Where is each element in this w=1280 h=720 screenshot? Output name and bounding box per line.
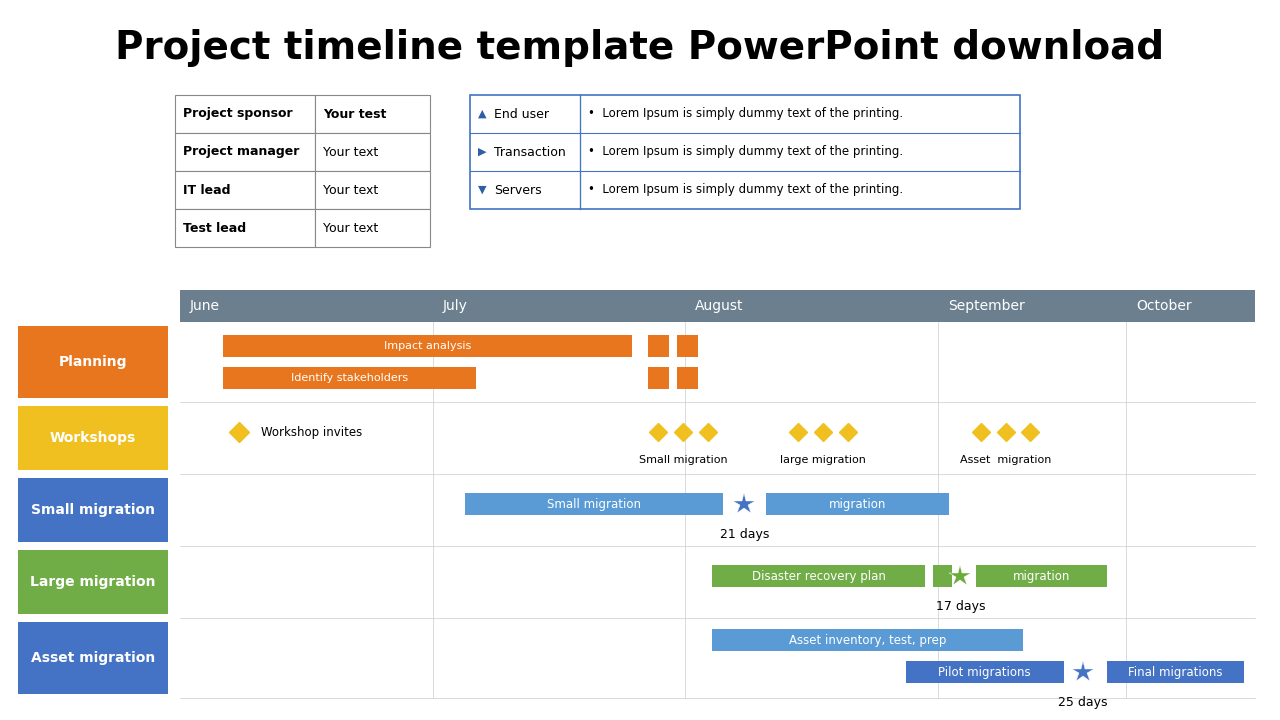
Bar [315, 209, 430, 247]
Text: Final migrations: Final migrations [1128, 666, 1222, 679]
Bar [315, 95, 430, 133]
Bar [648, 335, 669, 357]
Text: Your text: Your text [323, 184, 379, 197]
Bar [1107, 662, 1244, 683]
Bar [18, 326, 168, 398]
Bar [677, 335, 698, 357]
Text: Identify stakeholders: Identify stakeholders [291, 373, 408, 383]
Text: •  Lorem Ipsum is simply dummy text of the printing.: • Lorem Ipsum is simply dummy text of th… [588, 145, 904, 158]
Bar [765, 493, 948, 516]
Text: Asset migration: Asset migration [31, 651, 155, 665]
Text: Your text: Your text [323, 145, 379, 158]
Text: •  Lorem Ipsum is simply dummy text of the printing.: • Lorem Ipsum is simply dummy text of th… [588, 107, 904, 120]
Bar [223, 367, 476, 389]
Bar [175, 171, 315, 209]
Text: large migration: large migration [780, 455, 865, 465]
Text: Pilot migrations: Pilot migrations [938, 666, 1030, 679]
Text: End user: End user [494, 107, 549, 120]
Text: Transaction: Transaction [494, 145, 566, 158]
Text: Large migration: Large migration [31, 575, 156, 589]
Text: Workshop invites: Workshop invites [261, 426, 362, 438]
Bar [223, 335, 631, 357]
Text: Asset  migration: Asset migration [960, 455, 1051, 465]
Text: August: August [695, 299, 744, 313]
Text: Servers: Servers [494, 184, 541, 197]
Bar [712, 565, 925, 588]
Bar [175, 209, 315, 247]
Bar [315, 133, 430, 171]
Bar [677, 367, 698, 389]
Text: Workshops: Workshops [50, 431, 136, 445]
Bar [470, 95, 1020, 209]
Text: ▲: ▲ [477, 109, 486, 119]
Bar [465, 493, 723, 516]
Text: Project sponsor: Project sponsor [183, 107, 293, 120]
Bar [18, 622, 168, 694]
Text: 21 days: 21 days [719, 528, 769, 541]
Text: Small migration: Small migration [547, 498, 641, 510]
Text: Impact analysis: Impact analysis [384, 341, 471, 351]
Text: Project manager: Project manager [183, 145, 300, 158]
Text: ▶: ▶ [477, 147, 486, 157]
Text: migration: migration [828, 498, 886, 510]
Bar [712, 629, 1023, 652]
Bar [933, 565, 952, 588]
Text: Your text: Your text [323, 222, 379, 235]
Text: September: September [948, 299, 1024, 313]
Text: Small migration: Small migration [639, 455, 727, 465]
Bar [975, 565, 1107, 588]
Text: IT lead: IT lead [183, 184, 230, 197]
Text: migration: migration [1012, 570, 1070, 582]
Text: Planning: Planning [59, 355, 127, 369]
Bar [648, 367, 669, 389]
Bar [175, 95, 315, 133]
Bar [906, 662, 1064, 683]
Text: Disaster recovery plan: Disaster recovery plan [751, 570, 886, 582]
Text: 17 days: 17 days [936, 600, 986, 613]
Bar [18, 406, 168, 470]
Text: ▼: ▼ [477, 185, 486, 195]
Text: Small migration: Small migration [31, 503, 155, 517]
Text: Your test: Your test [323, 107, 387, 120]
Text: Project timeline template PowerPoint download: Project timeline template PowerPoint dow… [115, 29, 1165, 67]
Bar [18, 478, 168, 542]
Text: 25 days: 25 days [1059, 696, 1107, 709]
Bar [175, 133, 315, 171]
Text: Test lead: Test lead [183, 222, 246, 235]
Text: •  Lorem Ipsum is simply dummy text of the printing.: • Lorem Ipsum is simply dummy text of th… [588, 184, 904, 197]
Bar [315, 171, 430, 209]
Text: June: June [189, 299, 220, 313]
Text: Asset inventory, test, prep: Asset inventory, test, prep [788, 634, 946, 647]
Bar [180, 290, 1254, 322]
Text: July: July [443, 299, 467, 313]
Text: October: October [1137, 299, 1192, 313]
Bar [18, 550, 168, 614]
